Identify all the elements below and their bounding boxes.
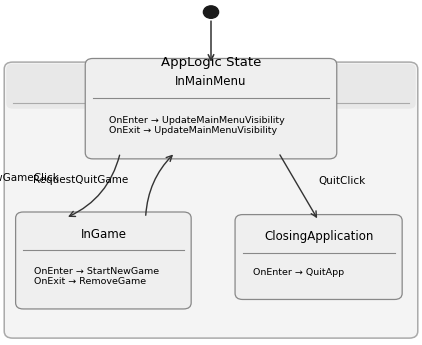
FancyBboxPatch shape xyxy=(6,64,416,109)
Text: InMainMenu: InMainMenu xyxy=(175,75,247,88)
Text: ClosingApplication: ClosingApplication xyxy=(264,230,373,243)
FancyBboxPatch shape xyxy=(85,59,337,159)
FancyBboxPatch shape xyxy=(16,212,191,309)
Text: AppLogic State: AppLogic State xyxy=(161,56,261,69)
Text: OnEnter → StartNewGame
OnExit → RemoveGame: OnEnter → StartNewGame OnExit → RemoveGa… xyxy=(35,267,160,286)
Circle shape xyxy=(203,6,219,18)
Text: QuitClick: QuitClick xyxy=(319,176,366,186)
Text: NewGameClick: NewGameClick xyxy=(0,173,59,183)
FancyBboxPatch shape xyxy=(4,62,418,338)
FancyBboxPatch shape xyxy=(235,215,402,299)
Text: OnEnter → QuitApp: OnEnter → QuitApp xyxy=(253,268,344,277)
Text: RequestQuitGame: RequestQuitGame xyxy=(33,175,129,185)
Text: OnEnter → UpdateMainMenuVisibility
OnExit → UpdateMainMenuVisibility: OnEnter → UpdateMainMenuVisibility OnExi… xyxy=(109,116,285,135)
Text: InGame: InGame xyxy=(80,228,127,241)
